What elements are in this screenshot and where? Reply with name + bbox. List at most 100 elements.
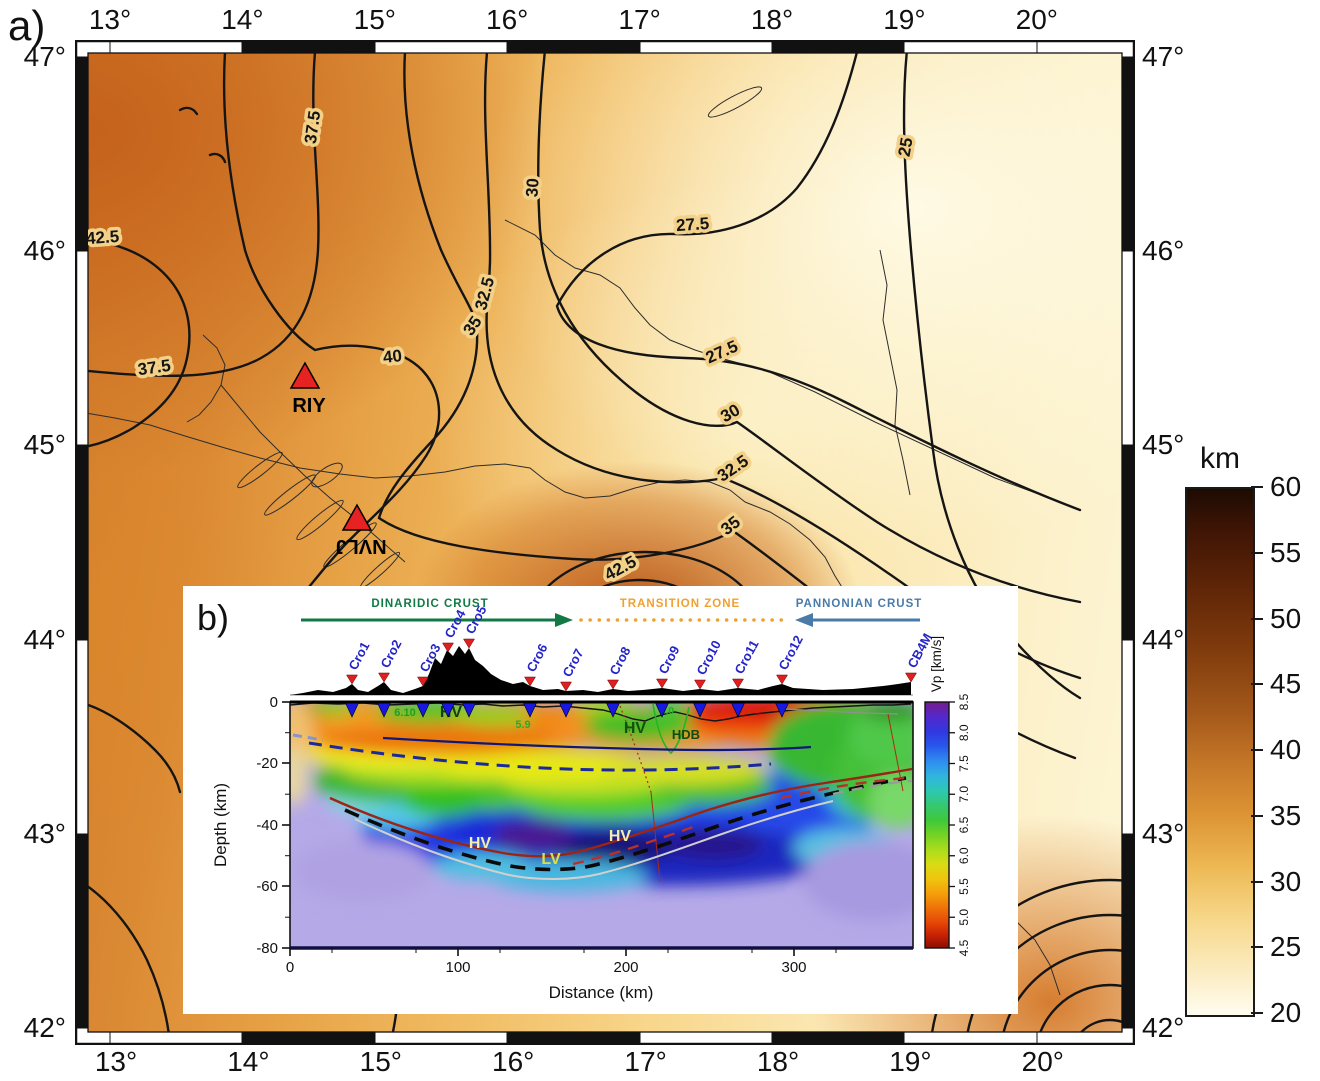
- section-annotation: LV: [541, 851, 561, 868]
- lon-label: 18°: [750, 4, 794, 35]
- receiver-triangle-icon: [344, 702, 360, 718]
- station-triangle-icon: [289, 361, 321, 389]
- station-marker-icon: [656, 678, 668, 689]
- y-tick-label: -20: [256, 755, 278, 772]
- section-station-label: Cro2: [377, 637, 404, 670]
- section-annotation: HV: [624, 720, 647, 737]
- km-tick-label: 60: [1270, 471, 1302, 502]
- vp-tick-label: 8.0: [957, 724, 971, 741]
- section-station-label: Cro9: [655, 643, 682, 676]
- x-tick-label: 100: [445, 959, 470, 976]
- km-tick: [1251, 551, 1263, 554]
- section-annotation: 6.0: [660, 706, 674, 717]
- lon-label: 17°: [624, 1046, 667, 1077]
- lon-label: 14°: [221, 4, 264, 35]
- lat-label: 45°: [23, 429, 66, 461]
- lat-label: 44°: [1142, 623, 1185, 655]
- receiver-triangle-icon: [730, 702, 746, 718]
- y-tick-label: -60: [256, 878, 278, 895]
- lon-label: 19°: [889, 1046, 932, 1077]
- lat-label: 43°: [23, 817, 66, 849]
- km-tick-label: 20: [1270, 997, 1302, 1028]
- vp-tick-label: 6.0: [957, 847, 971, 864]
- station-marker-icon: [732, 678, 744, 689]
- contour-label: 32.5: [471, 275, 498, 312]
- km-tick-label: 55: [1270, 536, 1302, 568]
- section-station-label: Cro10: [693, 638, 724, 678]
- contour-label: 30: [522, 178, 542, 198]
- contour-label: 27.5: [675, 214, 709, 235]
- receiver-triangle-icon: [461, 702, 477, 718]
- receiver-triangle-icon: [522, 702, 538, 718]
- zone-transition-label: TRANSITION ZONE: [620, 598, 740, 610]
- km-tick: [1251, 946, 1263, 949]
- station-marker-icon: [524, 676, 536, 687]
- lon-label: 15°: [359, 1046, 402, 1077]
- section-annotation: HV: [469, 835, 492, 852]
- km-tick: [1251, 617, 1263, 620]
- x-axis-title: Distance (km): [549, 983, 654, 1002]
- km-tick-label: 25: [1270, 931, 1302, 963]
- lat-label: 46°: [23, 235, 66, 267]
- y-axis-title: Depth (km): [211, 783, 230, 867]
- receiver-triangle-icon: [654, 702, 670, 718]
- km-tick-label: 30: [1270, 865, 1302, 897]
- arrow-right-icon: [555, 613, 573, 627]
- vp-colorbar: 8.5 8.0 7.5 7.0 6.5 6.0 5.5 5.0 4.5 Vp [km/s]: [924, 636, 971, 956]
- station-label: RIY: [292, 395, 326, 417]
- panel-a-label: a): [8, 2, 46, 49]
- section-station-label: Cro11: [731, 637, 761, 676]
- receiver-triangle-icon: [558, 702, 574, 718]
- y-tick-label: -40: [256, 817, 278, 834]
- section-annotation: 5.9: [515, 719, 530, 731]
- vp-tick-label: 7.5: [957, 755, 971, 772]
- lat-label: 44°: [23, 623, 66, 655]
- km-tick: [1251, 749, 1263, 751]
- km-colorbar: [1185, 487, 1255, 1017]
- lon-label: 16°: [486, 4, 529, 35]
- lat-label: 47°: [23, 41, 66, 72]
- zone-pannonian-label: PANNONIAN CRUST: [796, 598, 923, 610]
- station-triangle-icon: [341, 503, 373, 531]
- vp-tick-label: 5.5: [957, 878, 971, 895]
- receiver-triangle-icon: [440, 702, 456, 718]
- contour-label: 35: [459, 313, 485, 339]
- lon-label: 17°: [618, 4, 661, 35]
- station-marker-icon: [442, 642, 454, 653]
- map-overlay: 37.53027.5254037.532.53542.527.53032.535…: [75, 40, 1135, 1045]
- y-tick-label: 0: [270, 694, 278, 711]
- section-station-label: Cro6: [523, 641, 550, 674]
- lat-label: 45°: [1142, 429, 1185, 461]
- km-tick: [1251, 1012, 1263, 1014]
- lon-label: 13°: [88, 4, 132, 35]
- km-tick-label: 45: [1270, 668, 1302, 700]
- section-station-label: Cro8: [606, 644, 633, 677]
- receiver-triangle-icon: [605, 702, 621, 718]
- contour-label: 37.5: [301, 110, 324, 145]
- contour-label: 25: [895, 136, 917, 158]
- station-marker-icon: [378, 672, 390, 683]
- zone-dinaridic-label: DINARIDIC CRUST: [371, 598, 488, 610]
- receiver-triangle-icon: [692, 702, 708, 718]
- station-marker-icon: [694, 679, 706, 690]
- arrow-left-icon: [795, 613, 813, 627]
- section-annotation: HV: [609, 828, 632, 845]
- km-tick: [1251, 683, 1263, 686]
- topography-profile: [290, 646, 913, 696]
- lat-label: 42°: [23, 1012, 66, 1043]
- station-marker-icon: [560, 681, 572, 692]
- vp-tick-label: 7.0: [957, 786, 971, 803]
- zone-arrows: DINARIDIC CRUST TRANSITION ZONE PANNONIA…: [301, 598, 923, 627]
- section-annotation: 6.10: [394, 707, 415, 719]
- station-marker-icon: [463, 638, 475, 649]
- km-tick: [1251, 880, 1263, 883]
- contour-label: 32.5: [714, 451, 752, 485]
- lon-label: 18°: [756, 1046, 800, 1077]
- receiver-triangle-icon: [415, 702, 431, 718]
- km-colorbar-title: km: [1200, 442, 1240, 475]
- velocity-section-panel: b) DINARIDIC CRUST TRANSITION ZONE PANNO…: [183, 586, 1018, 1014]
- station-marker-icon: [417, 676, 429, 687]
- panel-b-label: b): [197, 597, 229, 638]
